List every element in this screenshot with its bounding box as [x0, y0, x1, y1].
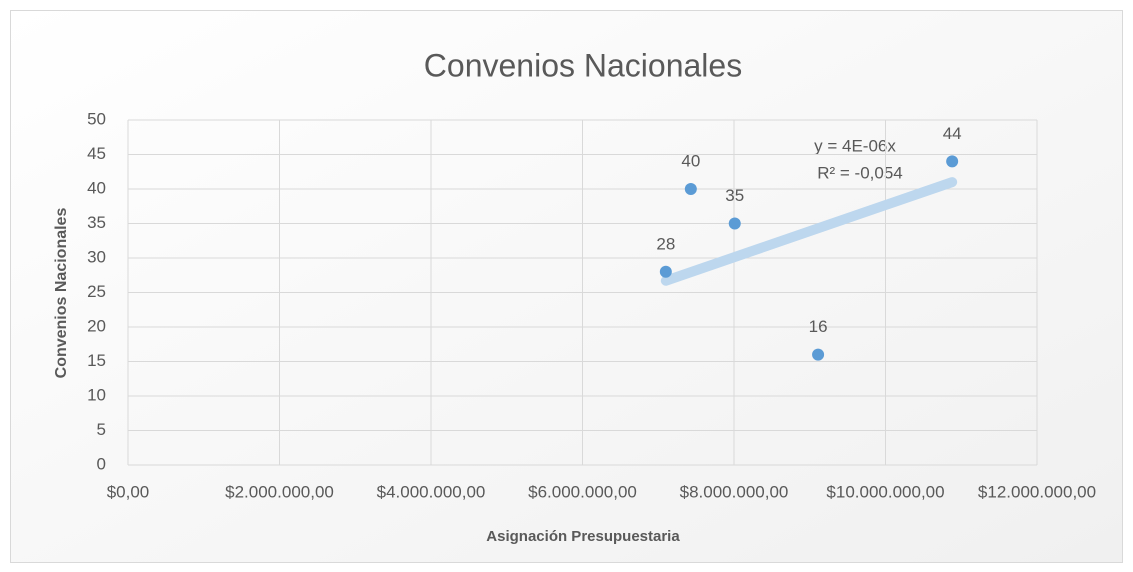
y-tick-label: 50 — [87, 109, 106, 128]
trendline — [660, 177, 958, 286]
trendline-r2: R² = -0,054 — [817, 163, 903, 182]
x-tick-label: $10.000.000,00 — [826, 482, 944, 501]
y-tick-label: 10 — [87, 385, 106, 404]
data-label: 40 — [681, 151, 700, 170]
y-tick-label: 30 — [87, 247, 106, 266]
data-label: 44 — [943, 124, 962, 143]
x-tick-label: $2.000.000,00 — [225, 482, 334, 501]
y-tick-label: 40 — [87, 178, 106, 197]
y-tick-label: 45 — [87, 144, 106, 163]
data-label: 16 — [809, 317, 828, 336]
point — [812, 348, 825, 361]
y-tick-label: 20 — [87, 316, 106, 335]
y-tick-label: 0 — [97, 454, 106, 473]
data-label: 28 — [656, 234, 675, 253]
x-tick-label: $0,00 — [107, 482, 150, 501]
y-tick-label: 15 — [87, 351, 106, 370]
y-axis-title: Convenios Nacionales — [53, 208, 70, 379]
x-tick-label: $12.000.000,00 — [978, 482, 1096, 501]
point — [659, 265, 672, 278]
y-tick-label: 25 — [87, 282, 106, 301]
chart-title: Convenios Nacionales — [424, 47, 742, 83]
x-tick-label: $4.000.000,00 — [377, 482, 486, 501]
x-axis-title: Asignación Presupuestaria — [486, 528, 680, 545]
chart-frame — [10, 10, 1123, 563]
point — [946, 155, 959, 168]
y-tick-label: 5 — [97, 420, 106, 439]
x-tick-label: $6.000.000,00 — [528, 482, 637, 501]
point — [728, 217, 741, 230]
point — [684, 183, 697, 195]
x-tick-label: $8.000.000,00 — [680, 482, 789, 501]
y-tick-label: 35 — [87, 213, 106, 232]
data-label: 35 — [725, 186, 744, 205]
trendline-equation: y = 4E-06x — [814, 136, 896, 155]
